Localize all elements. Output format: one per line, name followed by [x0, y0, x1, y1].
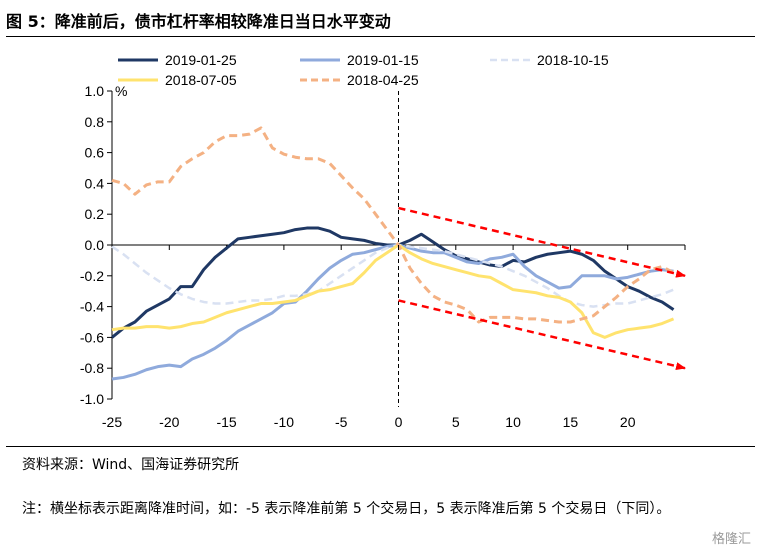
annotation-layer — [398, 91, 686, 407]
legend: 2019-01-25 2019-01-15 2018-10-15 2018-07-05… — [118, 52, 609, 88]
x-tick-label: -20 — [159, 414, 179, 430]
y-tick-label: 0.4 — [85, 175, 105, 191]
legend-label: 2018-04-25 — [347, 72, 419, 88]
legend-label: 2019-01-25 — [165, 52, 237, 68]
y-tick-label: -0.8 — [80, 360, 104, 376]
x-tick-label: -25 — [102, 414, 122, 430]
x-tick-label: 0 — [395, 414, 403, 430]
y-tick-label: -0.2 — [80, 268, 104, 284]
legend-label: 2019-01-15 — [347, 52, 419, 68]
legend-label: 2018-07-05 — [165, 72, 237, 88]
y-tick-label: -1.0 — [80, 391, 104, 407]
series-line-2018-04-25 — [111, 126, 675, 324]
source-rule — [6, 446, 755, 447]
x-tick-label: 5 — [452, 414, 460, 430]
title-rule — [6, 36, 755, 37]
trend-arrow-2 — [398, 299, 686, 371]
legend-label: 2018-10-15 — [537, 52, 609, 68]
y-tick-label: 0.8 — [85, 114, 105, 130]
footnote-text: 注：横坐标表示距离降准时间，如：-5 表示降准前第 5 个交易日，5 表示降准后… — [22, 501, 671, 517]
y-tick-label: 1.0 — [85, 83, 105, 99]
series-line-2019-01-15 — [111, 243, 674, 381]
y-tick-label: 0.6 — [85, 145, 105, 161]
figure-title: 图 5：降准前后，债市杠杆率相较降准日当日水平变动 — [6, 12, 391, 31]
source-text: 资料来源：Wind、国海证券研究所 — [22, 457, 240, 473]
x-tick-label: 15 — [563, 414, 579, 430]
x-tick-label: 10 — [505, 414, 521, 430]
y-tick-label: 0.0 — [85, 237, 105, 253]
y-tick-label: -0.4 — [80, 299, 104, 315]
trend-arrow-1 — [398, 206, 686, 278]
y-tick-label: -0.6 — [80, 329, 104, 345]
watermark-logo: 格隆汇 — [711, 532, 751, 547]
x-tick-label: -15 — [216, 414, 236, 430]
series-line-2018-10-15 — [111, 243, 675, 308]
x-tick-label: 20 — [620, 414, 636, 430]
chart: -1.0 -0.8 -0.6 -0.4 -0.2 0.0 0.2 0.4 0.6 0.8 1.0 % -… — [80, 52, 686, 430]
series-line-2018-07-05 — [111, 243, 675, 339]
series-layer — [111, 126, 675, 381]
x-tick-label: -5 — [335, 414, 348, 430]
x-tick-label: -10 — [274, 414, 294, 430]
axes-layer: -1.0 -0.8 -0.6 -0.4 -0.2 0.0 0.2 0.4 0.6 0.8 1.0 % -… — [80, 83, 686, 430]
y-axis-unit-label: % — [115, 83, 127, 99]
y-tick-label: 0.2 — [85, 206, 105, 222]
